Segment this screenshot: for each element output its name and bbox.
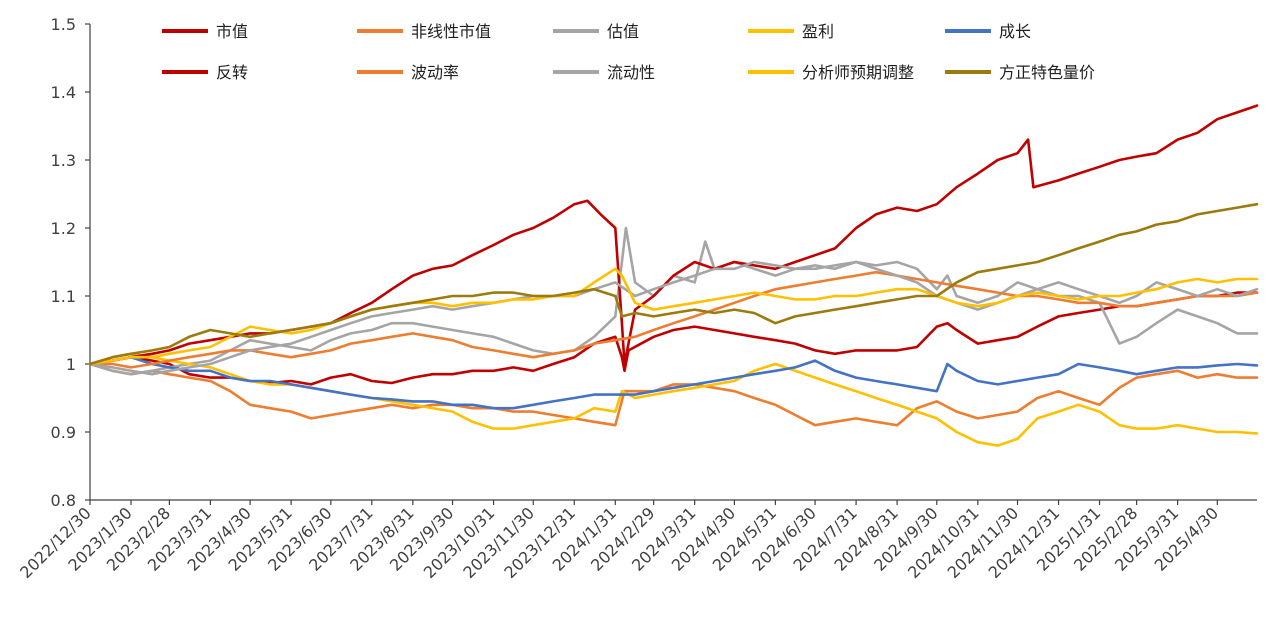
series-line-6 (88, 104, 1259, 366)
legend-label: 流动性 (607, 63, 655, 82)
series-line-8 (88, 260, 1259, 376)
y-tick-label: 1.1 (51, 287, 76, 306)
legend-label: 成长 (999, 22, 1031, 41)
series-layer (88, 104, 1259, 447)
y-tick-label: 1.5 (51, 15, 76, 34)
series-line-5 (88, 355, 1259, 410)
legend-label: 盈利 (802, 22, 834, 41)
series-line-1 (88, 291, 1259, 386)
legend-label: 反转 (216, 63, 248, 82)
legend-label: 波动率 (411, 63, 459, 82)
series-line-2 (88, 362, 1259, 427)
legend-label: 分析师预期调整 (802, 63, 914, 82)
series-line-7 (88, 270, 1259, 369)
series-line-9 (88, 267, 1259, 366)
y-tick-label: 1 (66, 355, 76, 374)
legend-label: 估值 (607, 22, 639, 41)
y-tick-label: 0.9 (51, 423, 76, 442)
y-tick-label: 1.4 (51, 83, 76, 102)
y-tick-label: 1.3 (51, 151, 76, 170)
legend-label: 市值 (216, 22, 248, 41)
series-line-10 (88, 202, 1259, 366)
y-tick-label: 0.8 (51, 491, 76, 510)
y-tick-label: 1.2 (51, 219, 76, 238)
legend-label: 方正特色量价 (999, 63, 1095, 82)
legend-label: 非线性市值 (411, 22, 491, 41)
